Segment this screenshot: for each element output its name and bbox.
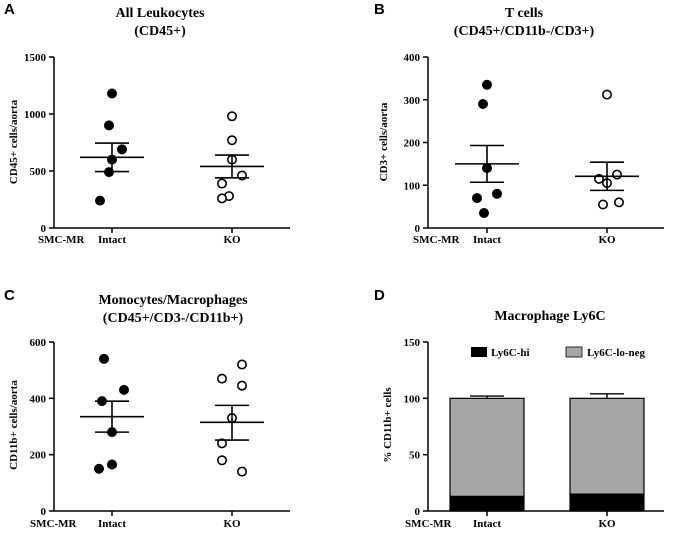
- data-point: [227, 135, 238, 146]
- y-tick-label: 100: [404, 393, 421, 405]
- data-point: [217, 373, 228, 384]
- y-tick-label: 1000: [24, 109, 47, 121]
- data-point: [107, 88, 118, 99]
- y-axis-label: % CD11b+ cells: [382, 387, 394, 463]
- x-tick-label: KO: [598, 234, 616, 246]
- chart-marks: 0 100 200 300 400 Intact KO: [404, 52, 664, 246]
- data-point: [237, 359, 248, 370]
- panel-a: A All Leukocytes (CD45+) CD45+ cells/aor…: [4, 1, 290, 246]
- data-point: [217, 438, 228, 449]
- panel-letter-d: D: [374, 287, 385, 304]
- x-tick-label: KO: [223, 234, 241, 246]
- y-axis-label: CD3+ cells/aorta: [378, 102, 390, 181]
- panel-d: D Macrophage Ly6C % CD11b+ cells SMC-MR …: [374, 287, 664, 530]
- chart-title: Monocytes/Macrophages: [98, 293, 248, 308]
- legend-swatch-ly6c-hi: [471, 347, 487, 357]
- y-tick-label: 1500: [24, 52, 47, 64]
- chart-subtitle: (CD45+/CD3-/CD11b+): [103, 311, 244, 326]
- y-tick-label: 50: [409, 450, 421, 462]
- data-point: [104, 120, 115, 131]
- bar-ly6c-lo-neg: [449, 397, 525, 497]
- x-tick-label: KO: [223, 518, 241, 530]
- x-tick-label: KO: [598, 518, 616, 530]
- panel-b: B T cells (CD45+/CD11b-/CD3+) CD3+ cells…: [374, 1, 664, 246]
- data-point: [471, 193, 482, 204]
- data-point: [611, 169, 622, 180]
- y-tick-label: 300: [404, 95, 421, 107]
- data-point: [94, 463, 105, 474]
- x-tick-label: Intact: [473, 518, 501, 530]
- y-tick-label: 200: [30, 450, 47, 462]
- y-tick-label: 500: [30, 166, 47, 178]
- panel-letter-b: B: [374, 1, 385, 18]
- chart-title: All Leukocytes: [115, 6, 205, 21]
- y-axis-label: CD11b+ cells/aorta: [8, 380, 20, 470]
- data-point: [217, 178, 228, 189]
- data-point: [119, 384, 130, 395]
- legend-label-ly6c-hi: Ly6C-hi: [491, 347, 530, 359]
- data-point: [117, 144, 128, 155]
- data-point: [481, 79, 492, 90]
- bar-ly6c-hi: [449, 495, 525, 512]
- chart-marks: 0 200 400 600 Intact KO: [30, 337, 290, 530]
- y-tick-label: 150: [404, 337, 421, 349]
- data-point: [491, 188, 502, 199]
- y-tick-label: 600: [30, 337, 47, 349]
- y-tick-label: 0: [41, 223, 47, 235]
- data-point: [613, 197, 624, 208]
- x-tick-label: Intact: [473, 234, 501, 246]
- data-point: [601, 89, 612, 100]
- data-point: [95, 195, 106, 206]
- data-point: [227, 111, 238, 122]
- chart-subtitle: (CD45+): [134, 24, 186, 39]
- y-tick-label: 200: [404, 138, 421, 150]
- y-axis-label: CD45+ cells/aorta: [8, 99, 20, 184]
- y-tick-label: 0: [415, 506, 421, 518]
- panel-letter-a: A: [4, 1, 15, 18]
- y-tick-label: 400: [30, 393, 47, 405]
- panel-letter-c: C: [4, 287, 15, 304]
- group-label: SMC-MR: [30, 518, 77, 530]
- chart-marks: 0 50 100 150 Intact KO: [404, 337, 664, 530]
- group-label: SMC-MR: [38, 234, 85, 246]
- y-tick-label: 100: [404, 180, 421, 192]
- chart-subtitle: (CD45+/CD11b-/CD3+): [454, 24, 595, 39]
- group-label: SMC-MR: [413, 234, 460, 246]
- y-tick-label: 400: [404, 52, 421, 64]
- chart-title: T cells: [505, 6, 544, 21]
- legend: Ly6C-hi Ly6C-lo-neg: [471, 346, 646, 359]
- data-point: [217, 455, 228, 466]
- x-tick-label: Intact: [98, 518, 126, 530]
- data-point: [237, 380, 248, 391]
- data-point: [99, 353, 110, 364]
- group-label: SMC-MR: [405, 518, 452, 530]
- chart-marks: 0 500 1000 1500 Intact KO: [24, 52, 290, 246]
- data-point: [217, 193, 228, 204]
- y-tick-label: 0: [41, 506, 47, 518]
- data-point: [107, 459, 118, 470]
- x-tick-label: Intact: [98, 234, 126, 246]
- data-point: [477, 99, 488, 110]
- bar-ly6c-hi: [569, 493, 645, 512]
- data-point: [478, 208, 489, 219]
- data-point: [597, 199, 608, 210]
- bar-ly6c-lo-neg: [569, 397, 645, 495]
- legend-swatch-ly6c-lo-neg: [565, 346, 583, 358]
- data-point: [237, 466, 248, 477]
- panel-c: C Monocytes/Macrophages (CD45+/CD3-/CD11…: [4, 287, 290, 530]
- legend-label-ly6c-lo-neg: Ly6C-lo-neg: [587, 347, 646, 359]
- chart-title: Macrophage Ly6C: [494, 309, 605, 324]
- y-tick-label: 0: [415, 223, 421, 235]
